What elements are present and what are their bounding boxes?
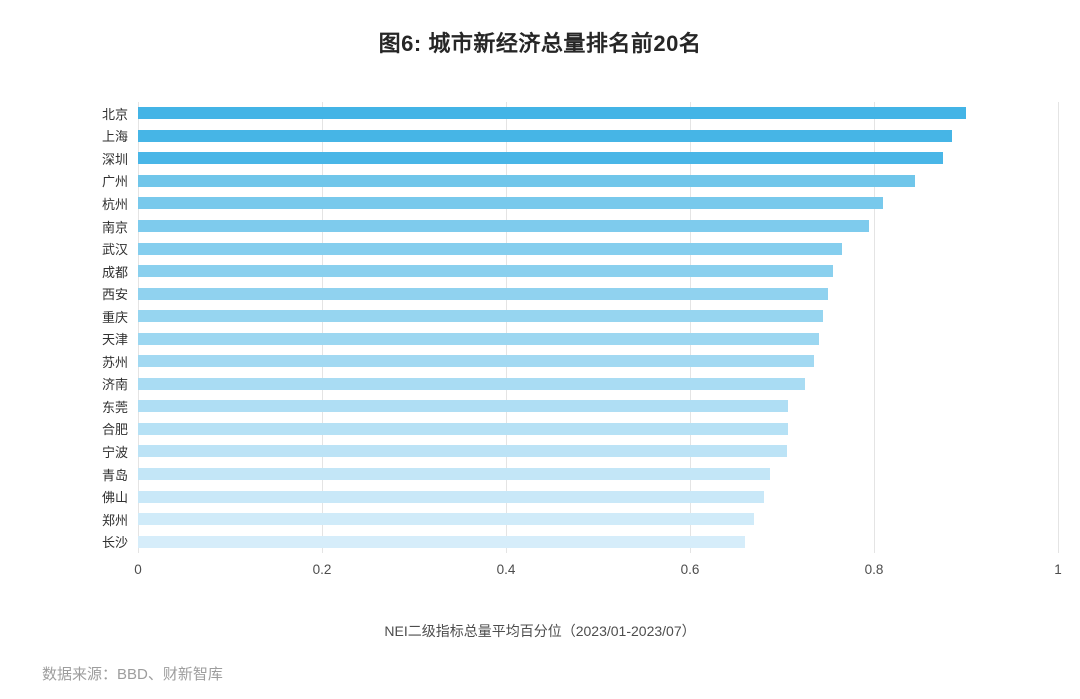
- bar-杭州: [138, 197, 884, 210]
- category-label: 宁波: [101, 444, 128, 460]
- gridline: [874, 102, 875, 553]
- bar-track: [138, 220, 1058, 232]
- category-label: 重庆: [101, 309, 128, 325]
- bar-track: [138, 152, 1058, 165]
- bar-深圳: [138, 152, 943, 165]
- bar-track: [138, 422, 1058, 435]
- x-tick-label: 0.6: [680, 562, 700, 577]
- bar-row: 上海: [60, 125, 1058, 148]
- category-label: 青岛: [101, 467, 128, 483]
- gridline: [690, 102, 691, 553]
- bar-row: 北京: [60, 102, 1058, 125]
- bar-track: [138, 490, 1058, 503]
- bar-重庆: [138, 310, 824, 323]
- category-label: 西安: [101, 287, 128, 303]
- bar-长沙: [138, 535, 746, 548]
- bar-track: [138, 265, 1058, 278]
- bar-row: 成都: [60, 260, 1058, 283]
- bar-row: 苏州: [60, 350, 1058, 373]
- category-label: 杭州: [101, 196, 128, 212]
- category-label: 深圳: [101, 151, 128, 167]
- bar-北京: [138, 107, 966, 120]
- bar-济南: [138, 377, 805, 390]
- bar-row: 佛山: [60, 485, 1058, 508]
- category-label: 上海: [101, 129, 128, 145]
- bar-track: [138, 355, 1058, 368]
- bar-row: 长沙: [60, 530, 1058, 553]
- bar-南京: [138, 220, 870, 232]
- bar-广州: [138, 174, 916, 187]
- plot-gridlines: [138, 102, 1059, 553]
- category-label: 长沙: [101, 535, 128, 551]
- category-label: 东莞: [101, 399, 128, 415]
- x-tick-label: 0.8: [864, 562, 884, 577]
- bar-track: [138, 310, 1058, 323]
- bar-rows: 北京上海深圳广州杭州南京武汉成都西安重庆天津苏州济南东莞合肥宁波青岛佛山郑州长沙: [60, 102, 1058, 553]
- source-note: 数据来源：BBD、财新智库: [42, 666, 223, 683]
- bar-宁波: [138, 445, 787, 458]
- bar-row: 天津: [60, 327, 1058, 350]
- bar-row: 杭州: [60, 192, 1058, 215]
- bar-上海: [138, 129, 953, 142]
- x-tick-label: 0.2: [312, 562, 332, 577]
- gridline: [322, 102, 323, 553]
- category-label: 济南: [101, 377, 128, 393]
- bar-row: 合肥: [60, 418, 1058, 441]
- bar-row: 济南: [60, 373, 1058, 396]
- bar-track: [138, 174, 1058, 187]
- bar-row: 广州: [60, 170, 1058, 193]
- bar-track: [138, 513, 1058, 526]
- bar-track: [138, 377, 1058, 390]
- category-label: 合肥: [101, 422, 128, 438]
- bar-郑州: [138, 513, 755, 526]
- x-axis: 0 0.2 0.4 0.6 0.8 1: [134, 562, 1062, 580]
- gridline: [506, 102, 507, 553]
- y-axis-line: [138, 102, 139, 553]
- x-tick-label: 0: [134, 562, 142, 577]
- bar-track: [138, 129, 1058, 142]
- bar-row: 深圳: [60, 147, 1058, 170]
- category-label: 北京: [101, 106, 128, 122]
- category-label: 成都: [101, 264, 128, 280]
- bar-track: [138, 535, 1058, 548]
- bar-row: 南京: [60, 215, 1058, 238]
- category-label: 佛山: [101, 490, 128, 506]
- bar-track: [138, 197, 1058, 210]
- bar-合肥: [138, 422, 789, 435]
- bar-row: 宁波: [60, 440, 1058, 463]
- x-tick-label: 1: [1054, 562, 1062, 577]
- bar-苏州: [138, 355, 815, 368]
- bar-青岛: [138, 468, 771, 481]
- bar-row: 武汉: [60, 237, 1058, 260]
- category-label: 广州: [101, 174, 128, 190]
- bar-成都: [138, 265, 833, 278]
- x-tick-label: 0.4: [496, 562, 516, 577]
- bar-track: [138, 107, 1058, 120]
- bar-row: 东莞: [60, 395, 1058, 418]
- bar-track: [138, 242, 1058, 255]
- category-label: 天津: [101, 332, 128, 348]
- bar-track: [138, 287, 1058, 300]
- bar-武汉: [138, 242, 842, 255]
- bar-row: 西安: [60, 282, 1058, 305]
- bar-东莞: [138, 400, 789, 413]
- bar-佛山: [138, 490, 764, 503]
- category-label: 武汉: [101, 242, 128, 258]
- category-label: 郑州: [101, 512, 128, 528]
- bar-天津: [138, 332, 819, 345]
- bar-row: 重庆: [60, 305, 1058, 328]
- chart-title: 图6: 城市新经济总量排名前20名: [378, 31, 702, 56]
- x-axis-title: NEI二级指标总量平均百分位（2023/01-2023/07）: [384, 623, 696, 639]
- bar-西安: [138, 287, 828, 300]
- bar-track: [138, 332, 1058, 345]
- bar-track: [138, 445, 1058, 458]
- category-label: 南京: [101, 219, 128, 235]
- bar-row: 青岛: [60, 463, 1058, 486]
- bar-track: [138, 400, 1058, 413]
- category-label: 苏州: [101, 354, 128, 370]
- bar-row: 郑州: [60, 508, 1058, 531]
- gridline: [1058, 102, 1059, 553]
- bar-track: [138, 468, 1058, 481]
